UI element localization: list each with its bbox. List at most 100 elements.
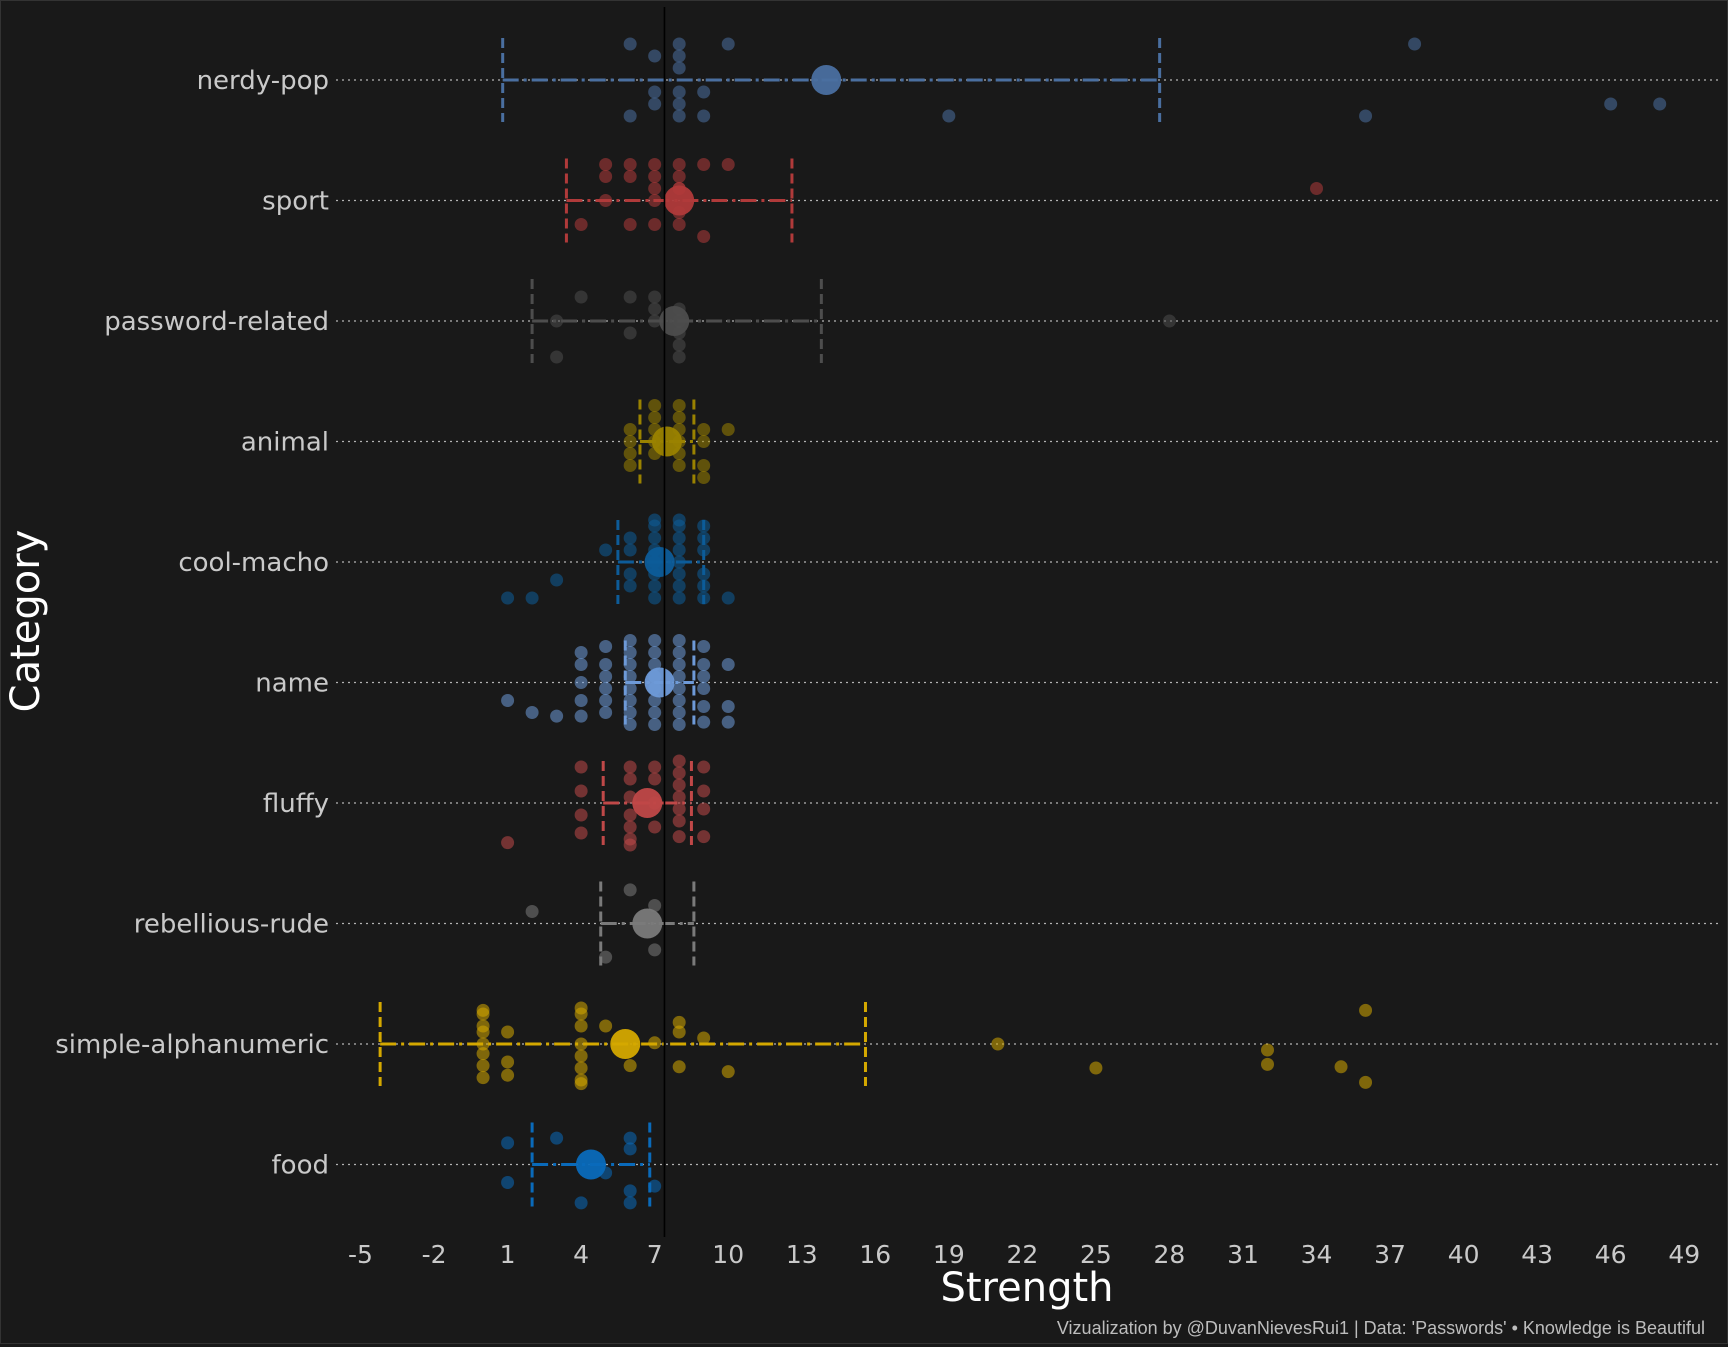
data-point [697, 459, 711, 472]
mean-marker [644, 667, 675, 698]
data-point [550, 573, 564, 587]
data-point [623, 838, 637, 852]
data-point [672, 555, 686, 569]
data-point [672, 778, 686, 792]
data-point [501, 694, 515, 707]
data-point [648, 706, 662, 719]
series-group [623, 399, 735, 484]
data-point [648, 591, 662, 605]
data-point [574, 1007, 588, 1021]
series-group [501, 1122, 662, 1210]
data-point [476, 1025, 490, 1039]
data-point [697, 591, 711, 605]
credit-text: Vizualization by @DuvanNievesRui1 | Data… [1057, 1318, 1705, 1338]
data-point [574, 760, 588, 774]
data-point [623, 435, 637, 448]
data-point [697, 830, 711, 844]
data-point [599, 640, 613, 653]
data-point [672, 61, 686, 75]
x-tick-label: 37 [1374, 1240, 1406, 1269]
mean-marker [651, 426, 682, 457]
data-point [697, 158, 711, 171]
data-point [501, 1176, 515, 1189]
data-point [501, 591, 515, 605]
data-point [599, 543, 613, 557]
data-point [672, 85, 686, 99]
data-point [672, 1060, 686, 1074]
x-tick-label: 25 [1080, 1240, 1112, 1269]
data-point [697, 760, 711, 774]
data-point [623, 670, 637, 683]
data-point [623, 883, 637, 897]
data-point [672, 646, 686, 659]
data-point [623, 1184, 637, 1198]
data-point [623, 682, 637, 695]
data-point [672, 670, 686, 683]
data-point [648, 97, 662, 111]
data-point [648, 943, 662, 957]
data-point [697, 230, 711, 243]
data-point [623, 1142, 637, 1156]
data-point [648, 170, 662, 183]
data-point [501, 1025, 515, 1039]
data-point [476, 1047, 490, 1061]
x-tick-label: 10 [712, 1240, 744, 1269]
data-point [672, 706, 686, 719]
data-point [721, 423, 735, 436]
data-point [550, 709, 564, 723]
data-point [1359, 1003, 1373, 1017]
data-point [672, 170, 686, 183]
data-point [672, 567, 686, 581]
data-point [525, 905, 539, 918]
data-point [942, 109, 956, 123]
data-point [623, 543, 637, 557]
data-point [672, 718, 686, 731]
data-point [648, 513, 662, 527]
data-point [697, 670, 711, 683]
data-point [672, 1015, 686, 1029]
data-point [672, 579, 686, 593]
data-point [672, 682, 686, 695]
data-point [697, 1031, 711, 1045]
mean-marker [610, 1029, 641, 1059]
data-point [476, 1037, 490, 1051]
series-group [564, 158, 1324, 243]
data-point [623, 37, 637, 51]
data-point [599, 194, 613, 207]
data-point [672, 1025, 686, 1039]
data-point [648, 194, 662, 207]
data-point [550, 314, 564, 328]
data-point [648, 634, 662, 647]
data-point [672, 591, 686, 605]
data-point [623, 158, 637, 171]
data-point [574, 658, 588, 671]
data-point [525, 706, 539, 719]
category-label: name [255, 669, 329, 699]
x-tick-label: 1 [500, 1240, 516, 1269]
data-point [476, 1059, 490, 1073]
category-label: animal [241, 428, 329, 458]
data-point [623, 218, 637, 231]
data-point [648, 218, 662, 231]
category-label: fluffy [263, 789, 329, 819]
data-point [648, 899, 662, 912]
data-point [648, 820, 662, 834]
data-point [672, 513, 686, 527]
data-point [1261, 1043, 1275, 1057]
data-point [697, 640, 711, 653]
data-point [574, 709, 588, 723]
data-point [623, 109, 637, 123]
data-point [1359, 109, 1373, 123]
data-point [697, 543, 711, 557]
data-point [672, 543, 686, 557]
data-point [623, 694, 637, 707]
data-point [623, 326, 637, 340]
data-point [648, 399, 662, 412]
data-point [623, 1059, 637, 1073]
data-point [672, 766, 686, 780]
data-point [574, 1037, 588, 1051]
data-point [648, 314, 662, 328]
x-tick-label: 19 [933, 1240, 965, 1269]
